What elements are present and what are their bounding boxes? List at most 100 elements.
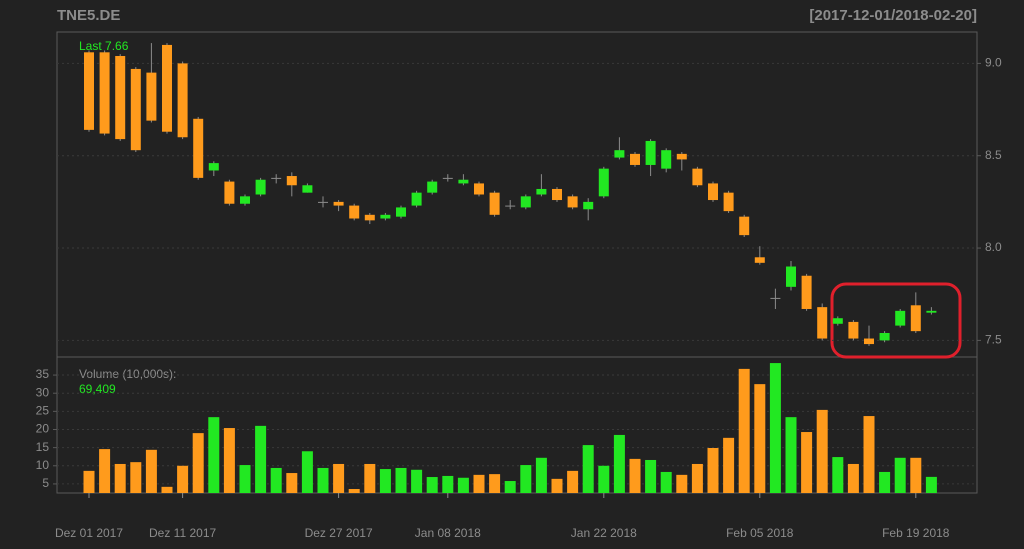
candle-body [848,321,859,339]
candle-body [926,310,937,313]
volume-bar [426,477,438,493]
y-tick-label: 15 [36,440,50,454]
candle-body [255,179,266,195]
y-tick-label: 5 [42,476,49,490]
candle-body [567,196,578,208]
candle-body [286,176,297,186]
candle-body [864,338,874,345]
volume-bar [691,463,703,493]
volume-bar [910,457,922,493]
volume-bar [520,465,532,493]
volume-bar [738,368,750,493]
volume-bar [723,437,735,493]
candle-body [427,181,438,193]
candle-body [801,275,812,309]
volume-bar [239,465,251,493]
candle-body [630,153,640,165]
volume-bar [223,428,235,493]
volume-bar [270,467,282,493]
candle-body [520,196,531,208]
volume-bar [379,469,391,493]
candle-body [832,318,843,324]
candle-body [754,257,765,263]
x-tick-label: Dez 11 2017 [149,526,216,540]
volume-bar [816,409,828,493]
candle-body [770,297,781,299]
x-tick-label: Jan 08 2018 [415,526,481,540]
candle-body [895,310,906,326]
candle-body [162,44,172,132]
candle-body [505,205,516,207]
volume-bar [629,458,641,493]
volume-bar [333,463,345,493]
volume-bar [208,417,220,493]
x-tick-label: Feb 19 2018 [882,526,950,540]
candle-body [240,196,250,204]
candle-body [458,179,469,184]
candle-body [879,332,890,341]
volume-bar [801,432,813,493]
candle-body [115,56,126,140]
candle-body [302,185,313,193]
candle-body [271,177,282,179]
candle-body [380,214,391,219]
volume-bar [660,471,672,493]
candle-body [552,188,562,201]
volume-bar [925,476,937,493]
y-tick-label: 35 [36,367,50,381]
candle-body [193,118,204,178]
candle-body [177,63,188,138]
candle-body [786,266,796,287]
volume-bar [879,471,891,493]
candle-body [598,168,609,197]
volume-bar [364,463,376,493]
candle-body [489,192,500,215]
volume-bar [535,457,547,493]
y-tick-label: 10 [36,458,50,472]
volume-bar [613,434,625,493]
volume-bar [894,457,906,493]
highlight-box [830,282,962,359]
candle-body [99,52,110,134]
volume-bar [457,477,469,493]
volume-bar [317,467,329,493]
candle-body [442,177,453,179]
candle-body [349,205,360,219]
volume-bar [348,489,360,493]
volume-bar [99,449,111,493]
volume-bar [489,474,501,493]
volume-bar [161,486,173,493]
candle-body [474,183,484,195]
volume-bar [130,462,142,493]
volume-bar [504,481,516,493]
y-tick-label: 30 [36,385,50,399]
x-tick-label: Jan 22 2018 [571,526,637,540]
candle-body [130,68,141,151]
volume-last-label: 69,409 [79,382,116,396]
last-label: Last 7.66 [79,39,129,53]
date-range: [2017-12-01/2018-02-20] [809,7,977,24]
x-tick-label: Feb 05 2018 [726,526,794,540]
candle-body [146,72,157,121]
y-tick-label: 25 [36,404,50,418]
volume-bar [255,425,267,493]
candle-body [396,207,406,217]
volume-bar [301,451,313,493]
candle-body [676,153,687,160]
volume-bar [847,463,859,493]
volume-bar [785,417,797,493]
volume-bar [707,448,719,493]
volume-bar [442,475,454,493]
volume-bar [411,469,423,493]
candle-body [708,183,718,201]
volume-bar [286,473,298,493]
volume-bar [192,433,204,493]
volume-bar [769,363,781,493]
candle-body [583,201,594,210]
candle-body [411,192,422,206]
volume-bar [832,457,844,493]
candle-body [364,214,375,221]
volume-bar [177,465,189,493]
candle-body [692,168,703,186]
chart-title: TNE5.DE [57,7,120,24]
